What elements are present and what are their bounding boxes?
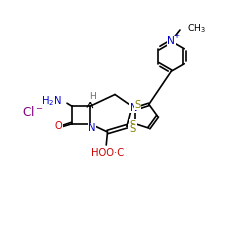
Text: CH$_3$: CH$_3$ — [187, 22, 206, 34]
Text: S: S — [134, 100, 140, 110]
Text: N: N — [167, 36, 175, 46]
Text: HOO·C: HOO·C — [91, 148, 124, 158]
Text: S: S — [129, 124, 135, 134]
Text: O: O — [54, 121, 62, 131]
Text: H$_2$N: H$_2$N — [40, 94, 62, 108]
Text: H: H — [90, 92, 96, 101]
Text: +: + — [173, 33, 179, 39]
Text: HOO·C: HOO·C — [91, 148, 124, 158]
Text: N: N — [88, 123, 96, 133]
Text: N: N — [130, 103, 138, 113]
Text: S: S — [130, 120, 136, 130]
Text: Cl$^-$: Cl$^-$ — [22, 106, 44, 120]
